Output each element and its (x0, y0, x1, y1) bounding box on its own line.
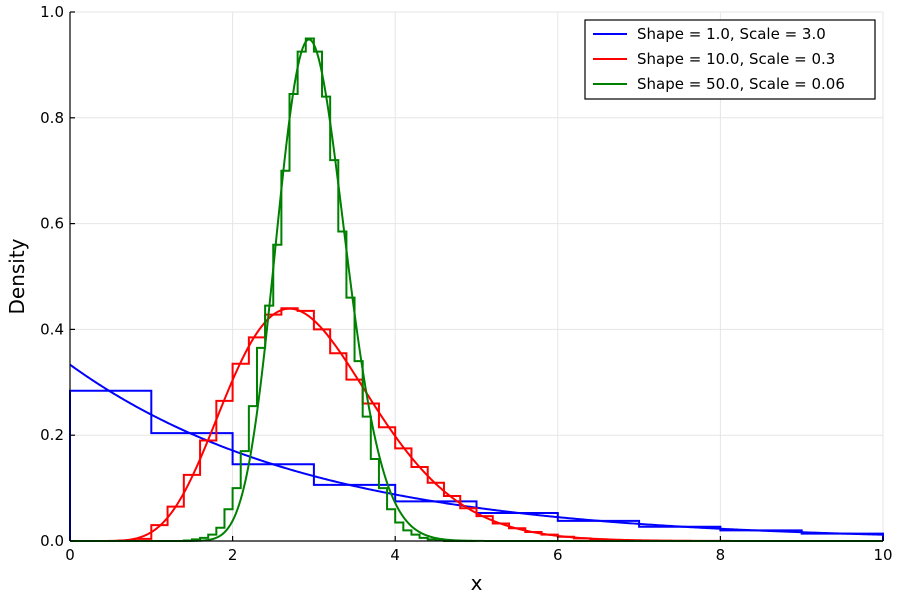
y-tick-label: 0.4 (40, 320, 64, 338)
x-tick-label: 2 (228, 546, 238, 564)
y-tick-label: 0.2 (40, 426, 64, 444)
axes: 0 2 4 6 8 10 0.0 0.2 0.4 0.6 0.8 1.0 (40, 3, 892, 564)
y-tick-label: 1.0 (40, 3, 64, 21)
legend-label-series-1: Shape = 1.0, Scale = 3.0 (637, 25, 826, 43)
legend-label-series-2: Shape = 10.0, Scale = 0.3 (637, 50, 835, 68)
y-tick-label: 0.0 (40, 532, 64, 550)
x-tick-label: 0 (65, 546, 75, 564)
y-tick-label: 0.8 (40, 109, 64, 127)
y-tick-label: 0.6 (40, 215, 64, 233)
x-tick-label: 6 (553, 546, 563, 564)
x-axis-label: x (471, 571, 483, 595)
legend-label-series-3: Shape = 50.0, Scale = 0.06 (637, 75, 845, 93)
x-tick-label: 4 (390, 546, 400, 564)
x-tick-label: 10 (873, 546, 892, 564)
x-tick-label: 8 (716, 546, 726, 564)
legend-box (584, 19, 876, 100)
legend: Shape = 1.0, Scale = 3.0 Shape = 10.0, Sc… (584, 19, 876, 100)
y-axis-label: Density (5, 238, 29, 314)
grid (69, 11, 884, 542)
